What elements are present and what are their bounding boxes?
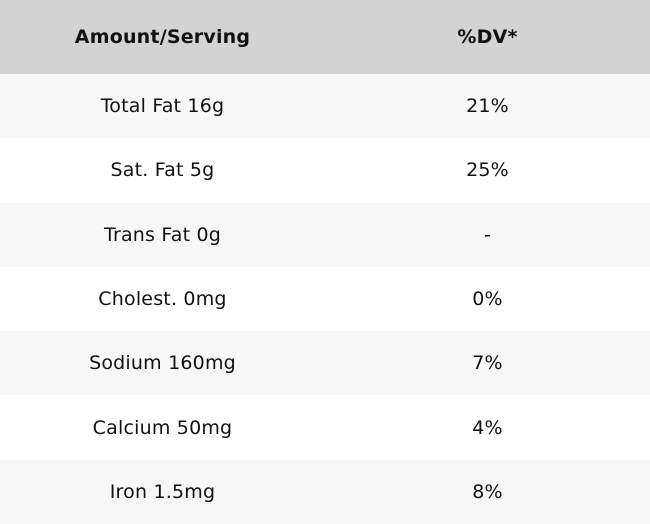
amount-cell: Trans Fat 0g xyxy=(103,223,222,246)
amount-cell: Total Fat 16g xyxy=(100,95,225,118)
header-cell-percent-dv: %DV* xyxy=(457,26,518,48)
amount-cell: Calcium 50mg xyxy=(92,416,233,439)
table-row-total-fat: Total Fat 16g 21% xyxy=(0,74,650,139)
table-row-sat-fat: Sat. Fat 5g 25% xyxy=(0,138,650,203)
dv-cell: 0% xyxy=(472,287,503,310)
table-row-cholesterol: Cholest. 0mg 0% xyxy=(0,266,650,332)
amount-cell: Sat. Fat 5g xyxy=(110,159,215,182)
dv-cell: 21% xyxy=(466,95,509,118)
amount-cell: Sodium 160mg xyxy=(89,352,236,375)
table-row-trans-fat: Trans Fat 0g - xyxy=(0,202,650,267)
dv-cell: 4% xyxy=(472,416,503,439)
dv-cell: 7% xyxy=(472,352,503,375)
table-body: Total Fat 16g 21% Sat. Fat 5g 25% Trans … xyxy=(0,74,650,524)
table-row-calcium: Calcium 50mg 4% xyxy=(0,395,650,460)
dv-cell: 8% xyxy=(472,480,503,503)
amount-cell: Cholest. 0mg xyxy=(98,287,227,310)
table-header-row: Amount/Serving %DV* xyxy=(0,0,650,74)
dv-cell: - xyxy=(483,223,492,246)
amount-cell: Iron 1.5mg xyxy=(109,480,216,503)
table-row-sodium: Sodium 160mg 7% xyxy=(0,331,650,396)
dv-cell: 25% xyxy=(466,159,509,182)
table-row-iron: Iron 1.5mg 8% xyxy=(0,459,650,524)
header-cell-amount-serving: Amount/Serving xyxy=(74,26,251,48)
